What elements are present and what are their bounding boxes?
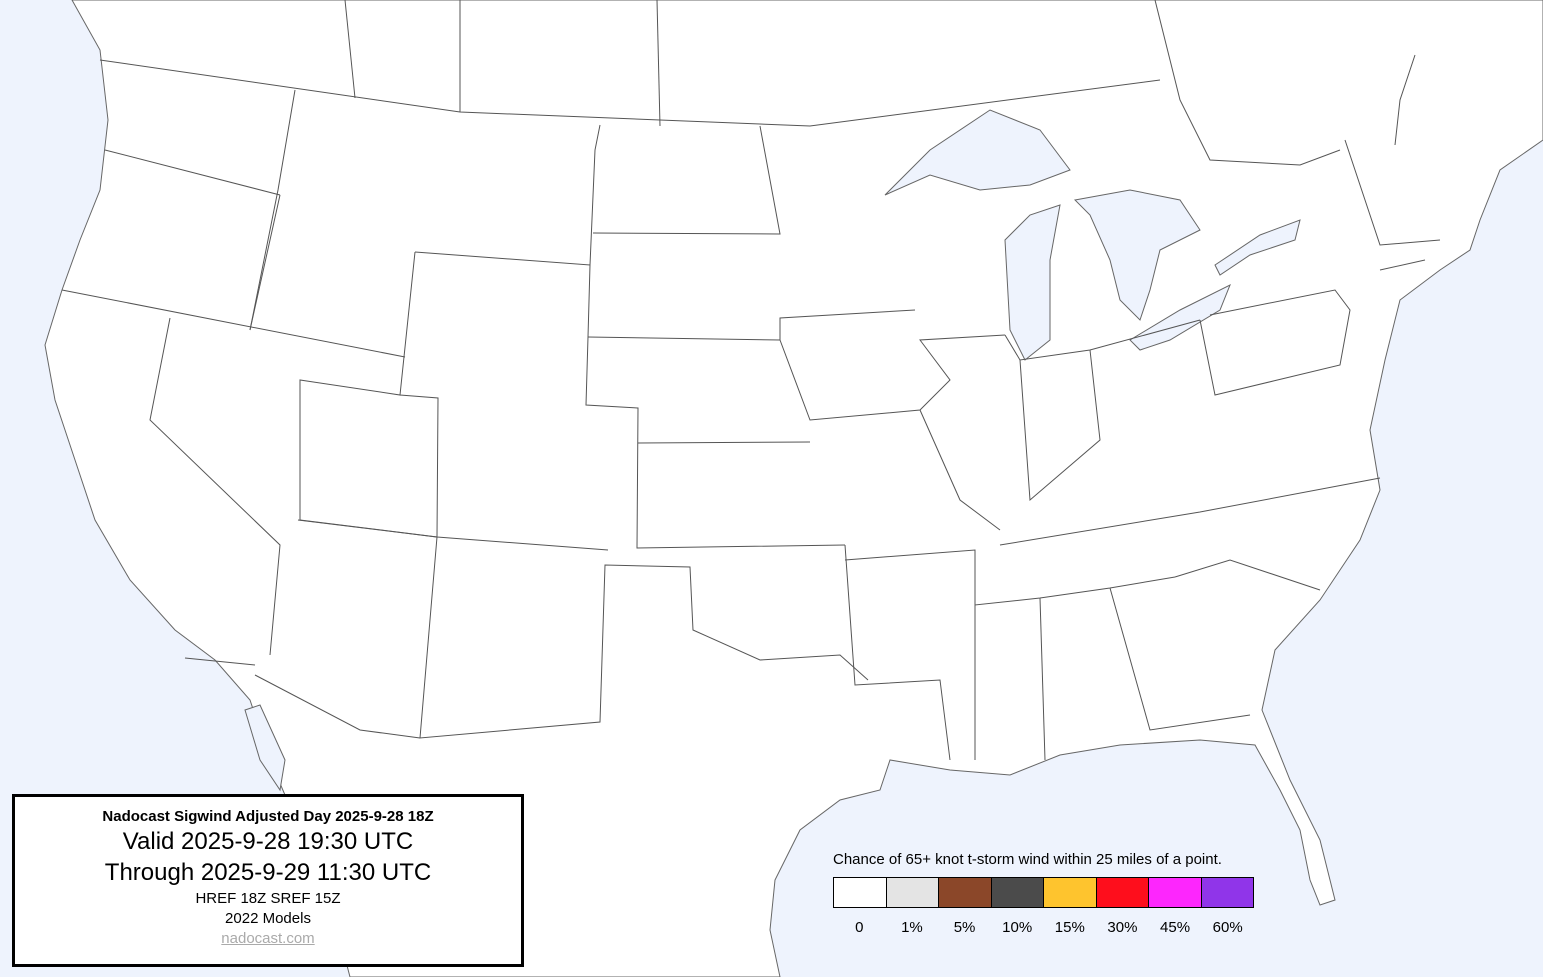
legend-label: 60%	[1212, 919, 1243, 936]
model-version: 2022 Models	[225, 910, 311, 927]
legend-title: Chance of 65+ knot t-storm wind within 2…	[833, 851, 1222, 868]
through-time: Through 2025-9-29 11:30 UTC	[104, 859, 432, 886]
model-runs: HREF 18Z SREF 15Z	[195, 890, 341, 907]
legend-swatches	[833, 877, 1254, 908]
legend-label: 45%	[1160, 919, 1191, 936]
legend-swatch	[939, 878, 992, 907]
great-lakes	[244, 109, 1301, 792]
legend-swatch	[834, 878, 887, 907]
legend: Chance of 65+ knot t-storm wind within 2…	[833, 851, 1273, 936]
legend-label: 15%	[1054, 919, 1085, 936]
title-box: Nadocast Sigwind Adjusted Day 2025-9-28 …	[12, 794, 524, 967]
legend-swatch	[1201, 878, 1253, 907]
site-link[interactable]: nadocast.com	[221, 930, 315, 947]
state-borders	[61, 0, 1441, 761]
legend-labels: 0 1% 5% 10% 15% 30% 45% 60%	[833, 919, 1254, 936]
legend-swatch	[1044, 878, 1097, 907]
legend-label: 5%	[953, 919, 976, 936]
legend-label: 30%	[1107, 919, 1138, 936]
legend-swatch	[991, 878, 1044, 907]
legend-label: 1%	[901, 919, 923, 936]
legend-swatch	[886, 878, 939, 907]
legend-label: 10%	[1002, 919, 1033, 936]
map-title: Nadocast Sigwind Adjusted Day 2025-9-28 …	[102, 808, 434, 825]
legend-swatch	[1096, 878, 1149, 907]
valid-time: Valid 2025-9-28 19:30 UTC	[122, 828, 414, 855]
legend-label: 0	[855, 919, 864, 936]
legend-swatch	[1149, 878, 1202, 907]
